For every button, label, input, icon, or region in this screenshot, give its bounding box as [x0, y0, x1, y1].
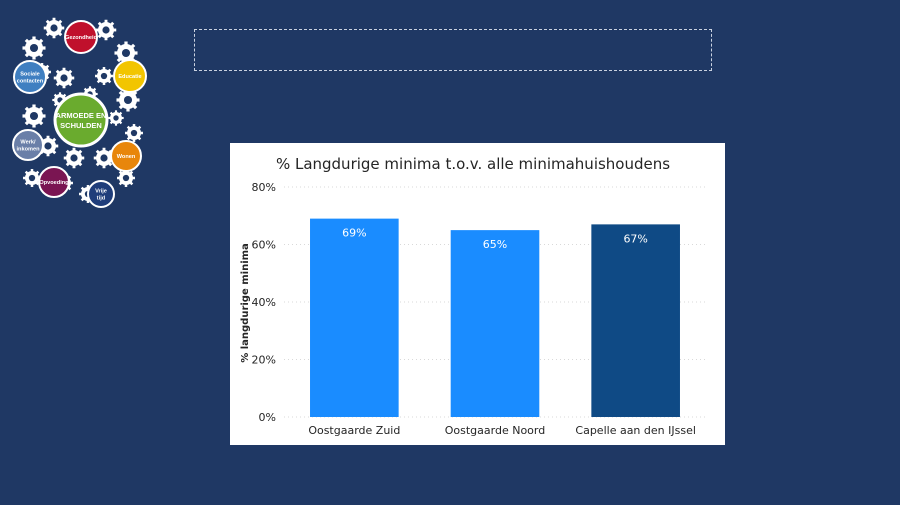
- theme-circle-label: tijd: [97, 196, 106, 202]
- gear-icon: [63, 147, 85, 169]
- y-axis-label: % langdurige minima: [240, 243, 251, 363]
- theme-circle-label: Werk/: [20, 140, 36, 146]
- gear-icon: [117, 169, 135, 187]
- gear-icon: [22, 36, 46, 60]
- theme-circle-label: contacten: [17, 79, 44, 85]
- title-placeholder-box[interactable]: [194, 29, 712, 71]
- gear-icon: [22, 104, 46, 128]
- gear-icon: [43, 17, 65, 39]
- center-label-line2: SCHULDEN: [60, 121, 102, 130]
- chart-title: % Langdurige minima t.o.v. alle minimahu…: [276, 155, 670, 173]
- theme-circle: Werk/inkomen: [12, 129, 44, 161]
- bar[interactable]: [310, 218, 399, 417]
- data-label: 69%: [342, 227, 366, 240]
- gear-icon: [125, 124, 143, 142]
- center-circle: ARMOEDE EN SCHULDEN: [53, 92, 109, 148]
- gear-icon: [95, 19, 117, 41]
- gear-icon: [95, 67, 113, 85]
- y-tick-labels: 0% 20% 40% 60% 80%: [252, 181, 276, 424]
- data-label: 65%: [483, 238, 507, 251]
- y-tick-label: 60%: [252, 239, 276, 252]
- gear-icon: [108, 110, 124, 126]
- data-labels: 69% 65% 67%: [342, 227, 648, 252]
- x-tick-label: Capelle aan den IJssel: [575, 424, 696, 437]
- theme-circle-label: Educatie: [118, 74, 141, 80]
- theme-circle: Gezondheid: [64, 20, 98, 54]
- bar[interactable]: [591, 224, 680, 417]
- theme-circle-label: Wonen: [117, 154, 136, 160]
- gear-icon: [116, 88, 140, 112]
- y-tick-label: 80%: [252, 181, 276, 194]
- center-label-line1: ARMOEDE EN: [56, 111, 107, 120]
- y-tick-label: 40%: [252, 296, 276, 309]
- theme-circle: Educatie: [113, 59, 147, 93]
- theme-circle: Wonen: [110, 140, 142, 172]
- bar-chart: % Langdurige minima t.o.v. alle minimahu…: [240, 155, 706, 437]
- theme-circle-label: Opvoeding: [39, 180, 69, 186]
- x-tick-label: Oostgaarde Noord: [445, 424, 545, 437]
- gear-icon: [53, 67, 75, 89]
- bar[interactable]: [450, 230, 540, 417]
- chart-card: % Langdurige minima t.o.v. alle minimahu…: [230, 143, 725, 445]
- theme-circle-label: Gezondheid: [65, 35, 98, 41]
- y-tick-label: 20%: [252, 354, 276, 367]
- theme-circle: Opvoeding: [38, 166, 70, 198]
- x-tick-labels: Oostgaarde Zuid Oostgaarde Noord Capelle a…: [308, 424, 696, 437]
- theme-circle-label: inkomen: [16, 147, 40, 153]
- y-tick-label: 0%: [259, 411, 276, 424]
- x-tick-label: Oostgaarde Zuid: [308, 424, 400, 437]
- bars: [310, 218, 680, 417]
- data-label: 67%: [623, 232, 647, 245]
- theme-circle-label: Sociale: [20, 72, 40, 78]
- theme-circle-label: Vrije: [95, 189, 107, 195]
